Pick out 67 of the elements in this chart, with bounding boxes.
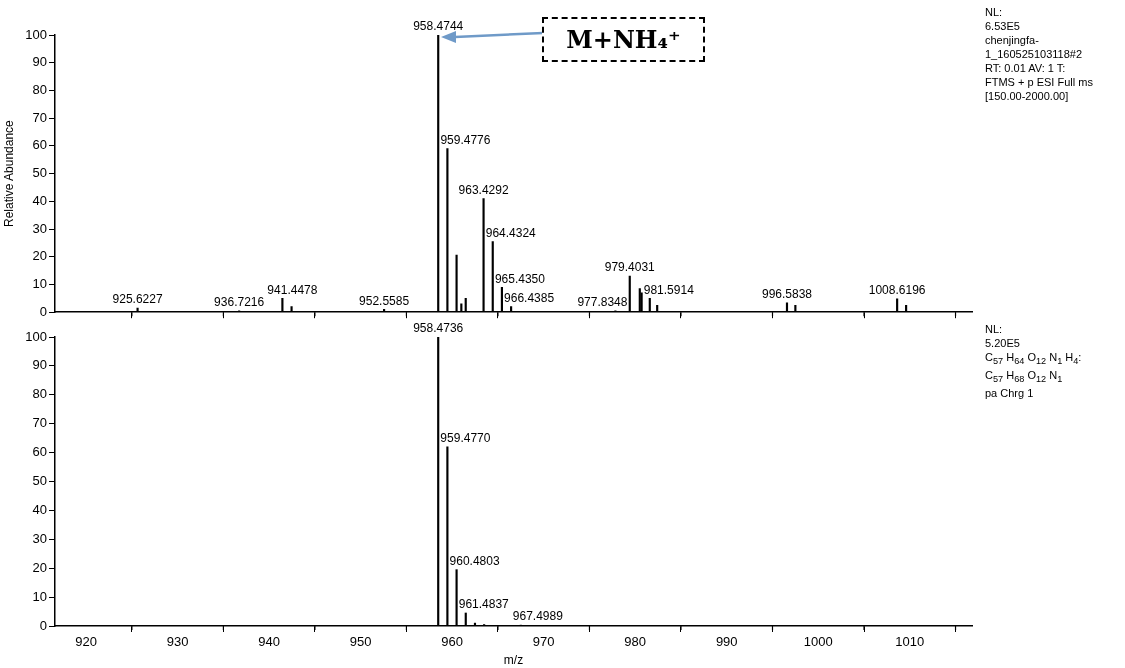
x-tick-label: 940 [258,634,280,650]
y-tick-label: 60 [32,137,47,153]
y-tick-label: 80 [32,82,47,98]
annotation: 941.4478 [267,282,318,297]
annotation: 966.4385 [504,290,555,305]
annotation: 959.4776 [440,132,491,147]
annotation: 958.4744 [413,19,464,34]
y-tick-label: 40 [32,501,47,517]
annotation: 959.4770 [440,431,491,446]
annotation: 1008.6196 [868,283,926,298]
annotation: 960.4803 [449,553,500,568]
y-tick-label: 50 [32,473,47,489]
y-tick-label: 90 [32,357,47,373]
y-tick-label: 20 [32,559,47,575]
y-tick-label: 40 [32,192,47,208]
y-tick-label: 50 [32,165,47,181]
y-tick-label: 0 [39,617,47,633]
text: RT: 0.01 AV: 1 T: [985,61,1067,75]
x-tick-label: 990 [715,634,738,650]
annotation: 936.7216 [214,295,265,310]
text: NL: [985,5,1004,19]
y-tick-label: 90 [32,54,47,70]
annotation: 963.4292 [458,182,509,197]
x-tick-label: 960 [441,634,464,650]
x-tick-label: 1010 [895,634,925,650]
y-tick-label: 70 [32,415,47,431]
text: FTMS + p ESI Full ms [985,75,1093,89]
x-tick-label: 970 [532,634,555,650]
y-tick-label: 60 [32,444,47,460]
y-tick-label: 70 [32,109,47,125]
y-axis-title: Relative Abundance [1,119,16,227]
y-tick-label: 0 [39,303,47,319]
annotation: 977.8348 [577,295,628,310]
annotation: 925.6227 [112,292,163,307]
text: [150.00-2000.00] [985,89,1070,103]
x-tick-label: 1000 [803,634,833,650]
text: chenjingfa- [985,33,1040,47]
text: 5.20E5 [985,336,1021,350]
y-tick-label: 100 [25,328,47,344]
y-tick-label: 10 [32,276,47,292]
annotation: 996.5838 [761,287,813,302]
x-tick-label: 950 [349,634,372,650]
y-tick-label: 100 [25,26,47,42]
y-tick-label: 30 [32,530,47,546]
text: pa Chrg 1 [985,386,1035,401]
text: C$_{57}$ H$_{64}$ O$_{12}$ N$_{1}$ H$_{4}$: [985,351,1082,367]
annotation: 967.4989 [512,609,564,624]
text: 1_160525103118#2 [985,47,1084,61]
annotation: 981.5914 [643,282,695,297]
x-tick-label: 980 [624,634,647,650]
annotation: 979.4031 [604,260,656,275]
text: NL: [985,322,1004,336]
y-tick-label: 20 [32,248,47,264]
x-tick-label: 920 [75,634,97,650]
text: C$_{57}$ H$_{68}$ O$_{12}$ N$_{1}$ [985,368,1064,387]
text: 6.53E5 [985,19,1021,33]
annotation: 952.5585 [359,293,410,308]
annotation: 958.4736 [413,321,464,336]
y-tick-label: 30 [32,220,47,236]
annotation: M+NH₄⁺ [542,17,705,62]
annotation: 964.4324 [485,225,537,240]
annotation: 961.4837 [458,597,510,612]
x-tick-label: 930 [166,634,189,650]
y-tick-label: 10 [32,588,47,604]
y-tick-label: 80 [32,386,47,402]
annotation: 965.4350 [494,271,546,286]
x-axis-title: m/z [503,653,524,668]
